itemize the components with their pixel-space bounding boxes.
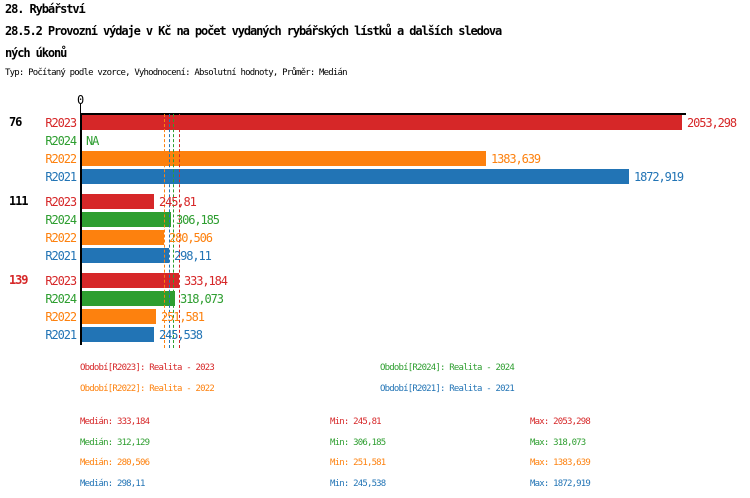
page-title: 28. Rybářství (5, 2, 86, 16)
median-line-R2023 (179, 114, 180, 348)
bar-value-label: NA (86, 134, 99, 148)
chart-subtitle-line1: 28.5.2 Provozní výdaje v Kč na počet vyd… (5, 24, 502, 38)
series-label: R2021 (45, 249, 77, 263)
x-axis-origin-tick-mark (80, 104, 81, 113)
bar-R2022 (82, 230, 164, 245)
legend-item-R2023: Období[R2023]: Realita - 2023 (80, 363, 215, 373)
median-line-R2024 (173, 114, 174, 348)
series-label: R2024 (45, 134, 77, 148)
series-label: R2022 (45, 231, 77, 245)
y-axis-line (80, 113, 82, 345)
bar-value-label: 280,506 (169, 231, 213, 245)
bar-R2023 (82, 194, 154, 209)
chart-subtitle-line2: ných úkonů (5, 46, 67, 60)
chart-meta-info: Typ: Počítaný podle vzorce, Vyhodnocení:… (5, 68, 348, 78)
bar-value-label: 245,538 (159, 328, 203, 342)
series-label: R2022 (45, 152, 77, 166)
series-label: R2022 (45, 310, 77, 324)
series-label: R2023 (45, 195, 77, 209)
x-axis-line (80, 113, 686, 115)
series-label: R2023 (45, 274, 77, 288)
x-axis-origin-tick-label: 0 (77, 93, 84, 107)
bar-value-label: 333,184 (184, 274, 228, 288)
bar-R2022 (82, 151, 486, 166)
bar-value-label: 318,073 (180, 292, 224, 306)
bar-R2021 (82, 169, 629, 184)
median-line-R2021 (169, 114, 170, 348)
bar-value-label: 306,185 (176, 213, 220, 227)
group-label: 76 (9, 115, 22, 129)
stat-median-R2022: Medián: 280,506 (80, 458, 150, 468)
stat-min-R2021: Min: 245,538 (330, 479, 386, 489)
group-label: 139 (9, 273, 28, 287)
bar-R2021 (82, 248, 169, 263)
bar-value-label: 2053,298 (687, 116, 737, 130)
stat-min-R2023: Min: 245,81 (330, 417, 382, 427)
stat-median-R2024: Medián: 312,129 (80, 438, 150, 448)
series-label: R2021 (45, 328, 77, 342)
legend-item-R2024: Období[R2024]: Realita - 2024 (380, 363, 515, 373)
stat-min-R2022: Min: 251,581 (330, 458, 386, 468)
series-label: R2024 (45, 213, 77, 227)
bar-R2023 (82, 273, 179, 288)
stat-max-R2022: Max: 1383,639 (530, 458, 591, 468)
series-label: R2023 (45, 116, 77, 130)
bar-R2024 (82, 291, 175, 306)
legend-item-R2022: Období[R2022]: Realita - 2022 (80, 384, 215, 394)
stat-max-R2021: Max: 1872,919 (530, 479, 591, 489)
series-label: R2021 (45, 170, 77, 184)
stat-max-R2024: Max: 318,073 (530, 438, 586, 448)
stat-max-R2023: Max: 2053,298 (530, 417, 591, 427)
bar-value-label: 245,81 (159, 195, 197, 209)
stat-median-R2023: Medián: 333,184 (80, 417, 150, 427)
stat-median-R2021: Medián: 298,11 (80, 479, 145, 489)
bar-value-label: 298,11 (174, 249, 212, 263)
bar-value-label: 1872,919 (634, 170, 684, 184)
median-line-R2022 (164, 114, 165, 348)
bar-value-label: 251,581 (161, 310, 205, 324)
series-label: R2024 (45, 292, 77, 306)
bar-value-label: 1383,639 (491, 152, 541, 166)
bar-R2023 (82, 115, 682, 130)
legend-item-R2021: Období[R2021]: Realita - 2021 (380, 384, 515, 394)
bar-R2024 (82, 212, 171, 227)
bar-R2022 (82, 309, 156, 324)
bar-R2021 (82, 327, 154, 342)
group-label: 111 (9, 194, 28, 208)
stat-min-R2024: Min: 306,185 (330, 438, 386, 448)
